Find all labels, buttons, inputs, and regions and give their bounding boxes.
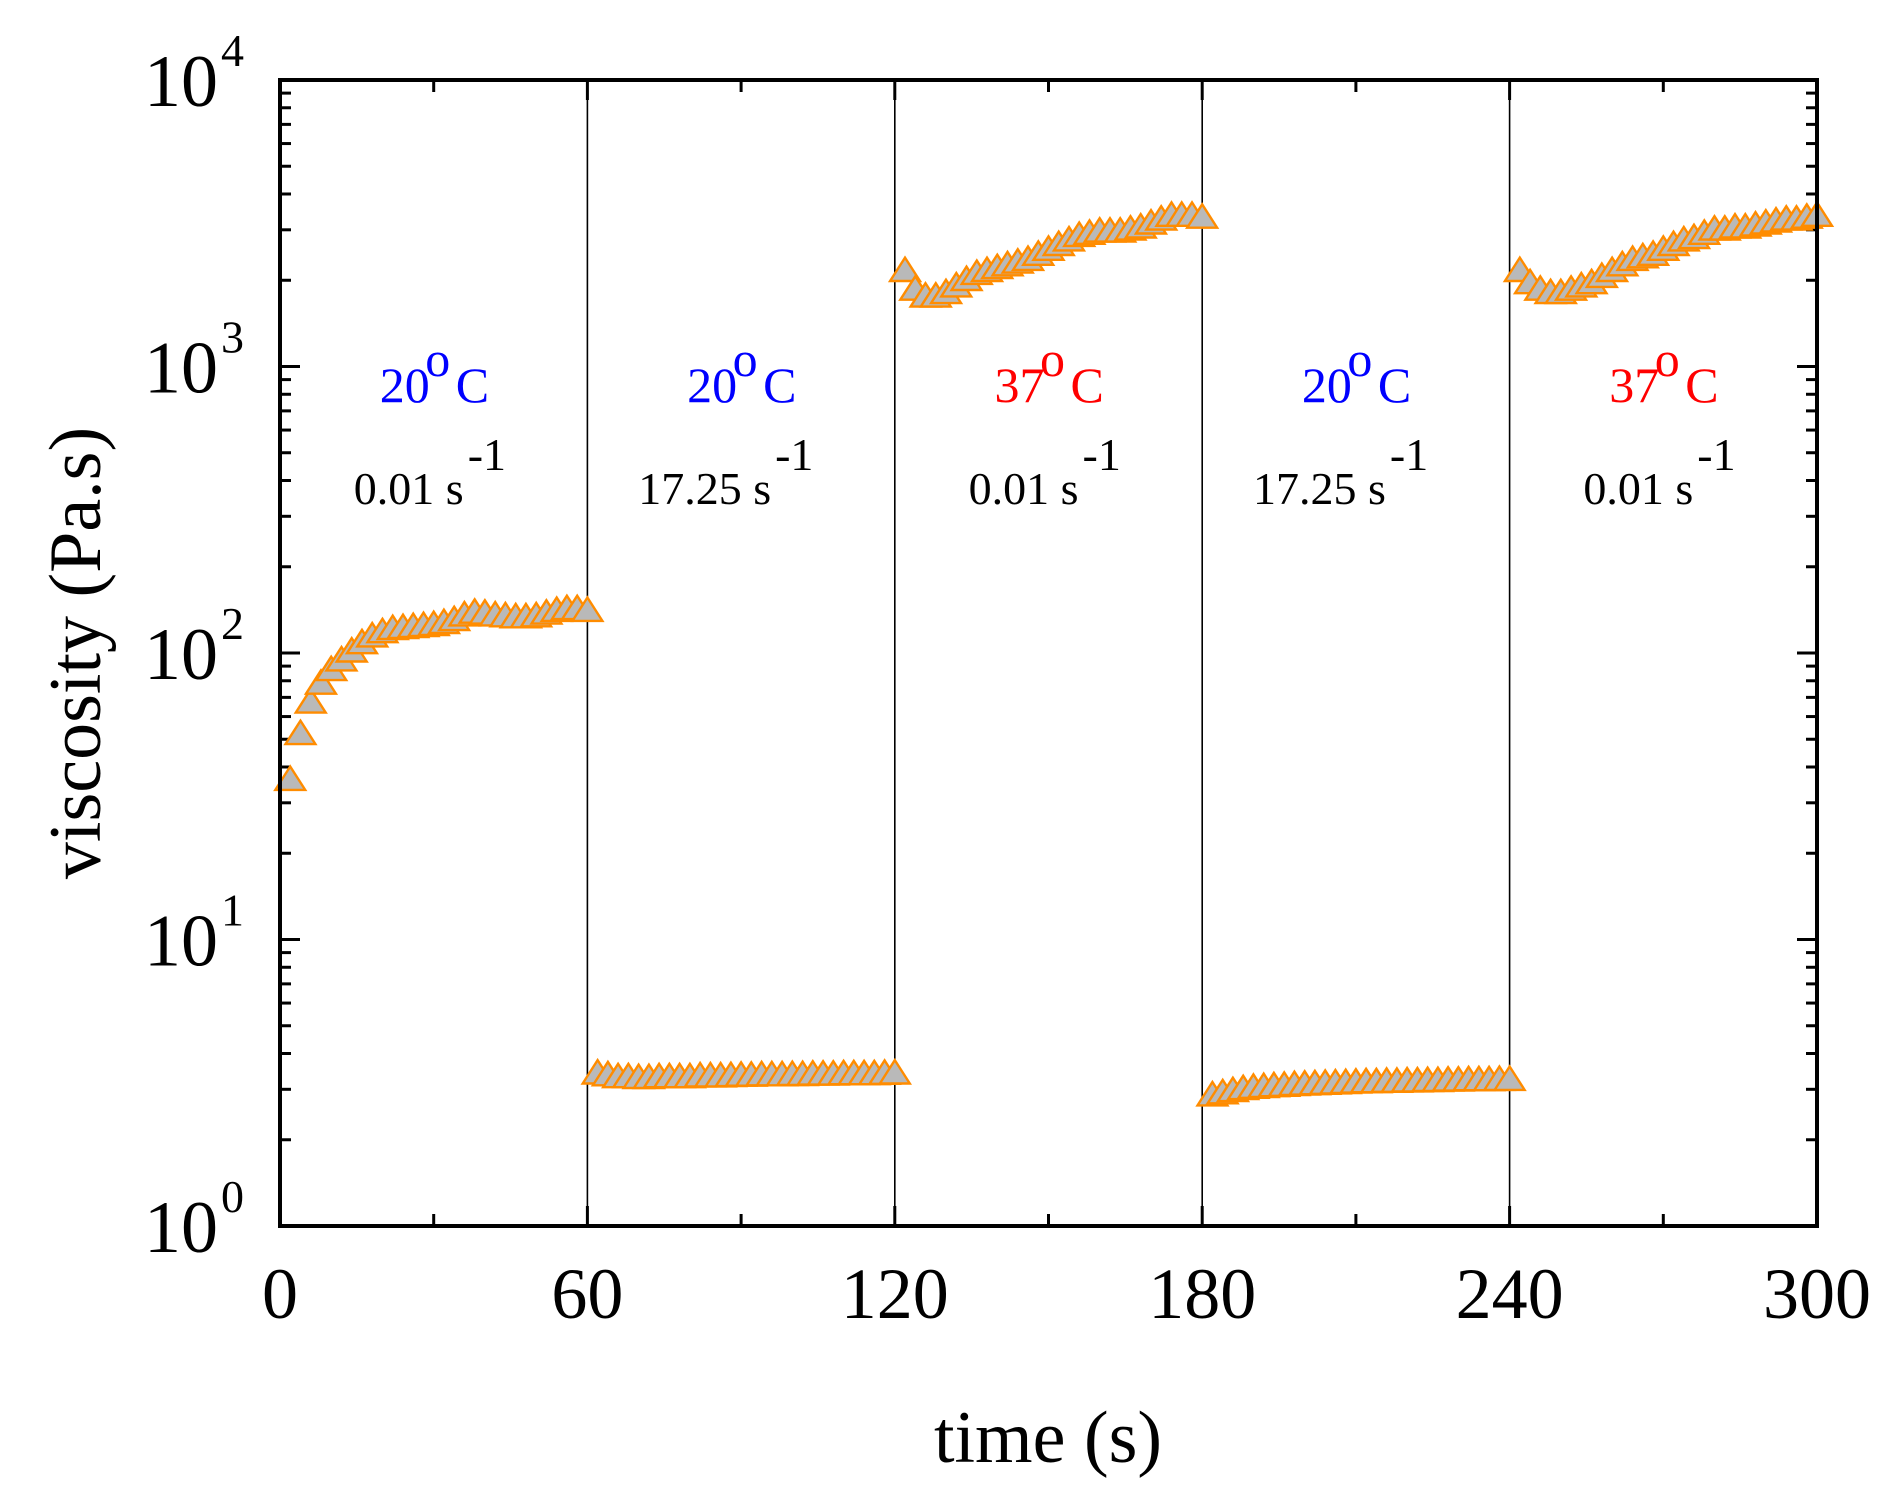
plot-frame	[278, 78, 1819, 1228]
annotation-shear-rate: 17.25 s	[1253, 463, 1386, 514]
annotation-temperature-unit: C	[1071, 357, 1104, 413]
annotation-temperature: 37	[995, 357, 1045, 413]
data-point	[293, 686, 328, 714]
y-tick-label-base: 10	[144, 41, 218, 123]
data-point	[283, 718, 318, 746]
segment-dividers	[586, 80, 1511, 1226]
annotation-1: 20o C 17.25 s-1	[638, 331, 813, 514]
annotation-shear-rate: 0.01 s	[969, 463, 1079, 514]
x-tick-label-60: 60	[551, 1254, 623, 1334]
series-2	[887, 200, 1220, 308]
y-tick-label-exponent: 0	[221, 1171, 244, 1222]
series-3	[1195, 1064, 1527, 1107]
x-tick-labels: 0 60 120 180 240 300	[262, 1254, 1871, 1334]
data-point	[1492, 1064, 1527, 1092]
annotation-shear-rate: 17.25 s	[638, 463, 771, 514]
annotation-shear-rate: 0.01 s	[1583, 463, 1693, 514]
annotation-temperature: 20	[687, 357, 737, 413]
annotation-temperature: 20	[380, 357, 430, 413]
x-tick-label-120: 120	[841, 1254, 949, 1334]
y-tick-label-exponent: 2	[221, 598, 244, 649]
annotation-temperature-unit: C	[763, 357, 796, 413]
y-axis-label: viscosity (Pa.s)	[35, 427, 117, 879]
y-tick-label-base: 10	[144, 328, 218, 410]
annotation-degree-sign: o	[1347, 331, 1372, 387]
data-point	[273, 764, 308, 792]
data-point	[1185, 202, 1220, 229]
y-tick-label-base: 10	[144, 1187, 218, 1269]
series-0	[273, 593, 605, 792]
x-axis-label: time (s)	[934, 1397, 1162, 1479]
annotation-temperature-unit: C	[1685, 357, 1718, 413]
series-1	[580, 1057, 912, 1090]
annotation-0: 20o C 0.01 s-1	[354, 331, 506, 514]
y-tick-label-exponent: 1	[221, 885, 244, 936]
annotation-degree-sign: o	[425, 331, 450, 387]
annotation-temperature: 20	[1302, 357, 1352, 413]
x-tick-label-0: 0	[262, 1254, 298, 1334]
annotation-3: 20o C 17.25 s-1	[1253, 331, 1428, 514]
data-points	[273, 200, 1835, 1107]
annotation-shear-rate-exponent: -1	[1390, 429, 1428, 480]
annotation-shear-rate-exponent: -1	[1083, 429, 1121, 480]
data-point	[887, 255, 923, 283]
annotation-shear-rate-exponent: -1	[468, 429, 506, 480]
x-tick-label-240: 240	[1456, 1254, 1564, 1334]
annotation-shear-rate: 0.01 s	[354, 463, 464, 514]
annotation-2: 37o C 0.01 s-1	[969, 331, 1121, 514]
data-point	[303, 668, 339, 695]
y-tick-label-base: 10	[144, 614, 218, 696]
y-tick-label-exponent: 3	[221, 312, 244, 363]
annotation-temperature: 37	[1609, 357, 1659, 413]
x-tick-label-180: 180	[1148, 1254, 1256, 1334]
annotation-shear-rate-exponent: -1	[1697, 429, 1735, 480]
x-tick-label-300: 300	[1763, 1254, 1871, 1334]
data-point	[877, 1057, 912, 1085]
data-point	[570, 595, 605, 623]
y-tick-label-base: 10	[144, 901, 218, 983]
annotation-degree-sign: o	[733, 331, 758, 387]
annotation-temperature-unit: C	[1378, 357, 1411, 413]
annotation-shear-rate-exponent: -1	[775, 429, 813, 480]
series-4	[1502, 200, 1835, 305]
annotation-degree-sign: o	[1040, 331, 1065, 387]
annotation-4: 37o C 0.01 s-1	[1583, 331, 1735, 514]
annotation-temperature-unit: C	[456, 357, 489, 413]
y-tick-label-exponent: 4	[221, 25, 244, 76]
annotation-degree-sign: o	[1655, 331, 1680, 387]
